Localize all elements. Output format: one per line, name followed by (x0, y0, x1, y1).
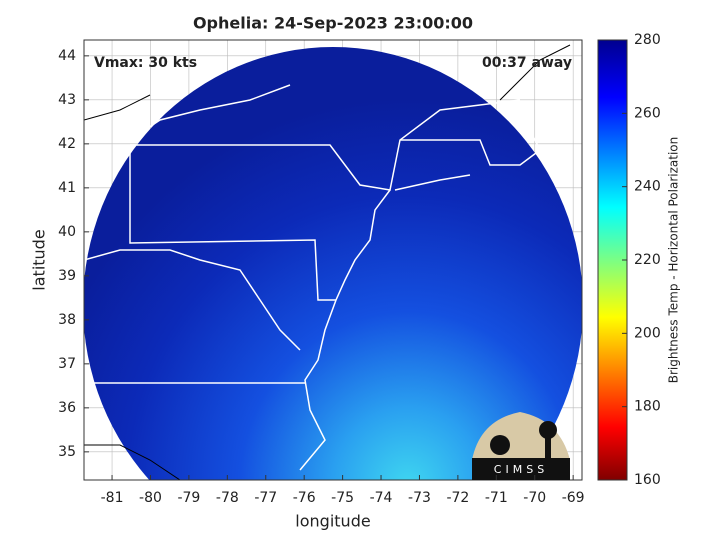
x-tick-label: -78 (216, 490, 239, 506)
annotation: Vmax: 30 kts (94, 55, 197, 71)
x-tick-label: -72 (446, 490, 469, 506)
logo-text: CIMSS (494, 463, 548, 476)
x-axis-label: longitude (295, 512, 370, 531)
colorbar-tick-label: 280 (634, 32, 661, 48)
colorbar-tick-label: 180 (634, 399, 661, 415)
x-tick-label: -79 (177, 490, 200, 506)
y-tick-label: 44 (58, 48, 76, 64)
y-tick-label: 43 (58, 92, 76, 108)
y-tick-label: 42 (58, 136, 76, 152)
x-tick-label: -75 (331, 490, 354, 506)
x-tick-label: -69 (562, 490, 585, 506)
annotation: 00:37 away (482, 55, 572, 71)
x-tick-label: -81 (101, 490, 124, 506)
x-tick-label: -76 (293, 490, 316, 506)
colorbar-tick-label: 200 (634, 325, 661, 341)
colorbar-tick-label: 260 (634, 105, 661, 121)
colorbar-tick-label: 160 (634, 472, 661, 488)
x-tick-label: -70 (523, 490, 546, 506)
chart-title: Ophelia: 24-Sep-2023 23:00:00 (193, 14, 473, 33)
y-tick-label: 36 (58, 400, 76, 416)
x-tick-label: -74 (370, 490, 393, 506)
colorbar-label: Brightness Temp - Horizontal Polarizatio… (667, 137, 681, 384)
x-tick-label: -80 (139, 490, 162, 506)
plot-frame (83, 39, 583, 481)
y-tick-label: 41 (58, 180, 76, 196)
cimss-logo: CIMSS (472, 412, 570, 480)
y-tick-label: 35 (58, 444, 76, 460)
x-tick-label: -77 (254, 490, 277, 506)
x-tick-label: -71 (485, 490, 508, 506)
y-tick-label: 40 (58, 224, 76, 240)
x-tick-label: -73 (408, 490, 431, 506)
satellite-swath (84, 44, 582, 480)
colorbar-tick-label: 240 (634, 179, 661, 195)
y-axis-label: latitude (30, 229, 49, 290)
y-tick-label: 38 (58, 312, 76, 328)
colorbar-tick-label: 220 (634, 252, 661, 268)
y-tick-label: 39 (58, 268, 76, 284)
y-tick-label: 37 (58, 356, 76, 372)
